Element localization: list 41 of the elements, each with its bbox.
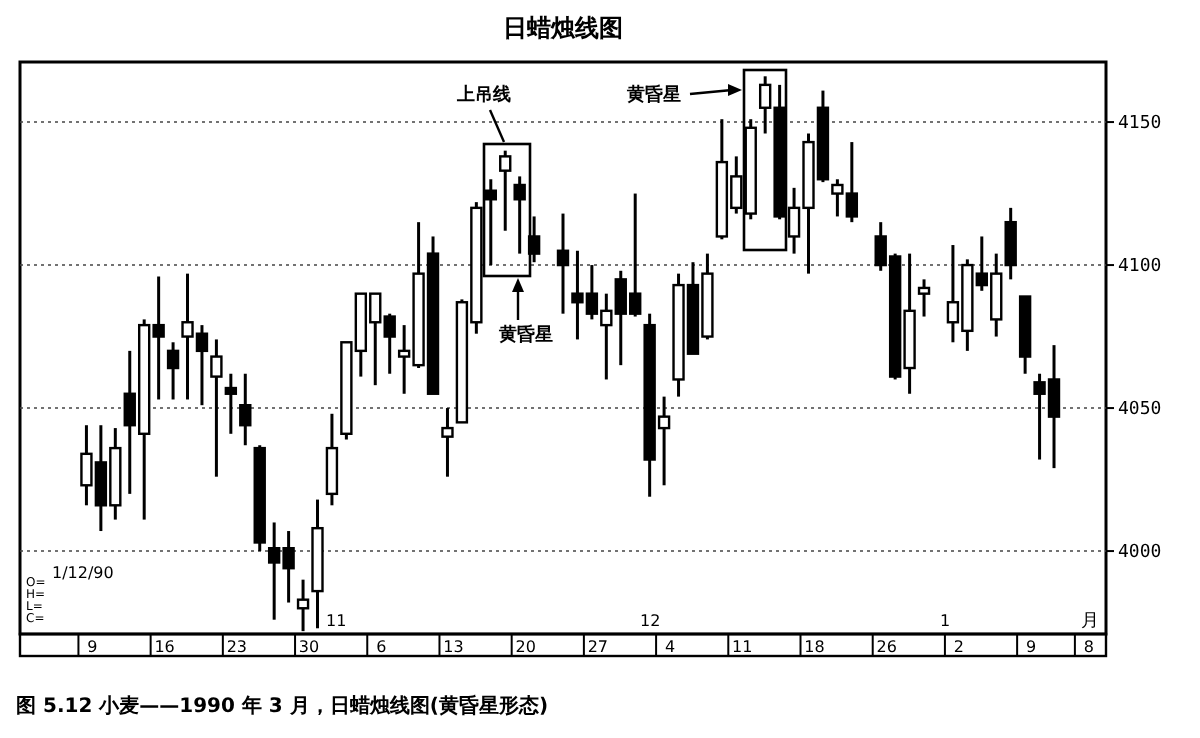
x-tick-label: 26 [876,638,897,656]
x-tick-label: 27 [587,638,609,656]
annotation: 1 [940,612,951,630]
annotation: 黄昏星 [497,324,553,346]
x-tick-label: 6 [376,638,387,656]
candlestick [513,174,526,256]
x-tick-label: 16 [154,638,175,656]
candlestick [224,372,238,436]
candlestick [499,149,512,233]
candlestick [239,372,252,447]
y-tick-label: 4000 [1118,543,1162,564]
candlestick [441,406,454,479]
x-tick-label: 9 [87,638,98,656]
candlestick [325,412,339,507]
x-tick-label: 18 [804,638,825,656]
annotation: 12 [640,612,661,630]
x-tick-label: 4 [665,638,676,656]
y-tick-label: 4050 [1118,400,1162,421]
x-tick-label: 30 [298,638,320,656]
candlestick [917,277,931,319]
y-tick-label: 4100 [1118,257,1162,278]
candlestick [484,177,497,267]
x-tick-label: 13 [443,638,464,656]
caption: 图 5.12 小麦——1990 年 3 月，日蜡烛线图(黄昏星形态) [16,694,549,718]
annotation: 1/12/90 [52,564,114,582]
annotation: 黄昏星 [625,84,681,106]
x-tick-label: 9 [1026,638,1037,656]
x-tick-label: 11 [732,638,753,656]
candlestick [210,337,223,479]
y-tick-label: 4150 [1118,114,1162,135]
candlestick [1004,206,1017,281]
annotation: 11 [326,612,347,630]
x-tick-label: 2 [953,638,965,656]
x-tick-label: 8 [1083,638,1094,656]
candlestick [166,340,180,401]
annotation: 月 [1081,612,1099,632]
chart-title: 日蜡烛线图 [503,14,623,42]
x-tick-label: 20 [515,638,536,656]
x-tick-label: 23 [226,638,248,656]
annotation: 上吊线 [455,84,511,106]
candlestick [556,212,570,316]
